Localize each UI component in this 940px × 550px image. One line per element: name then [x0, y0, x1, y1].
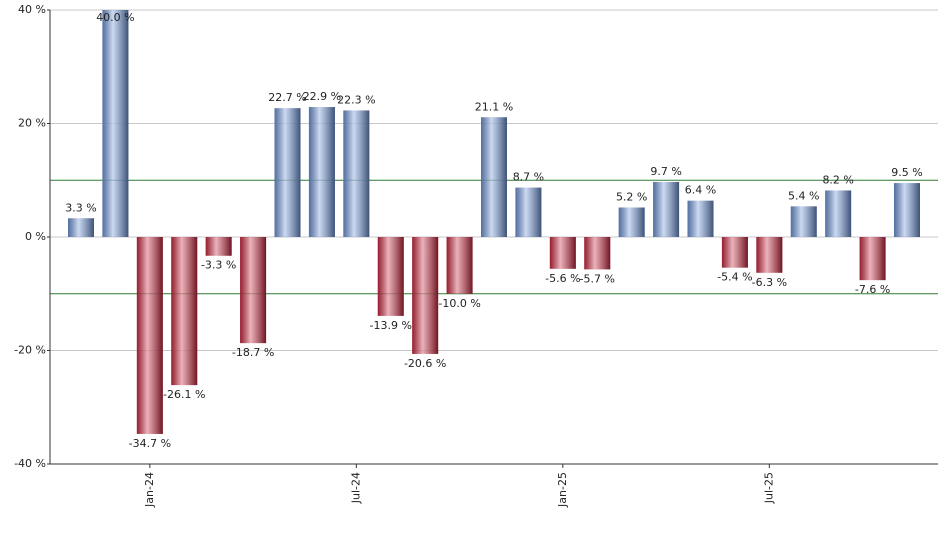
x-tick-label: Jul-24	[349, 472, 362, 504]
bar-shade	[102, 10, 129, 237]
bar-shade	[205, 237, 232, 256]
y-tick-label: 20 %	[18, 117, 46, 130]
value-label: -13.9 %	[370, 319, 412, 332]
y-tick-label: -40 %	[14, 457, 46, 470]
bar-shade	[756, 237, 783, 273]
value-label: 22.3 %	[337, 93, 375, 106]
bar-shade	[343, 110, 370, 237]
value-label: -18.7 %	[232, 346, 274, 359]
y-tick-label: 40 %	[18, 3, 46, 16]
x-tick-label: Jul-25	[762, 472, 775, 504]
value-label: -34.7 %	[129, 437, 171, 450]
bar-shade	[240, 237, 267, 344]
value-label: 6.4 %	[685, 184, 716, 197]
bar-shade	[481, 117, 507, 237]
bar-shade	[584, 237, 611, 270]
value-label: 9.7 %	[650, 165, 681, 178]
value-label: -5.7 %	[580, 272, 615, 285]
bar-shade	[825, 190, 852, 237]
bar-shade	[136, 237, 163, 434]
x-tick-label: Jan-24	[143, 472, 156, 508]
bar-shade	[171, 237, 198, 386]
value-label: -7.6 %	[855, 283, 890, 296]
bar-shade	[274, 108, 301, 238]
bar-shade	[894, 183, 920, 237]
value-label: 9.5 %	[891, 166, 922, 179]
value-label: -5.4 %	[717, 271, 752, 284]
bar-shade	[653, 181, 680, 237]
value-label: 22.7 %	[268, 91, 306, 104]
value-label: -5.6 %	[545, 272, 580, 285]
bar-shade	[859, 237, 886, 281]
value-label: 5.2 %	[616, 190, 647, 203]
bar-shade	[377, 237, 404, 316]
bar-shade	[549, 237, 576, 269]
bar-shade	[790, 206, 817, 237]
y-tick-label: -20 %	[14, 344, 46, 357]
value-label: 5.4 %	[788, 189, 819, 202]
bar-shade	[412, 237, 439, 354]
value-label: 21.1 %	[475, 100, 513, 113]
x-tick-label: Jan-25	[556, 472, 569, 508]
value-label: -10.0 %	[438, 297, 480, 310]
bar-shade	[446, 237, 473, 294]
value-label: 22.9 %	[303, 90, 341, 103]
value-label: 8.2 %	[822, 173, 853, 186]
bar-shade	[687, 200, 714, 237]
bar-shade	[68, 218, 94, 237]
value-label: 8.7 %	[513, 171, 544, 184]
value-label: 40.0 %	[96, 11, 134, 24]
y-tick-label: 0 %	[25, 230, 46, 243]
bar-shade	[515, 187, 542, 237]
value-label: -26.1 %	[163, 388, 205, 401]
bar-shade	[308, 107, 335, 237]
value-label: 3.3 %	[65, 201, 96, 214]
value-label: -3.3 %	[201, 259, 236, 272]
value-label: -6.3 %	[752, 276, 787, 289]
value-label: -20.6 %	[404, 357, 446, 370]
bar-shade	[721, 237, 748, 268]
bar-shade	[618, 207, 645, 237]
